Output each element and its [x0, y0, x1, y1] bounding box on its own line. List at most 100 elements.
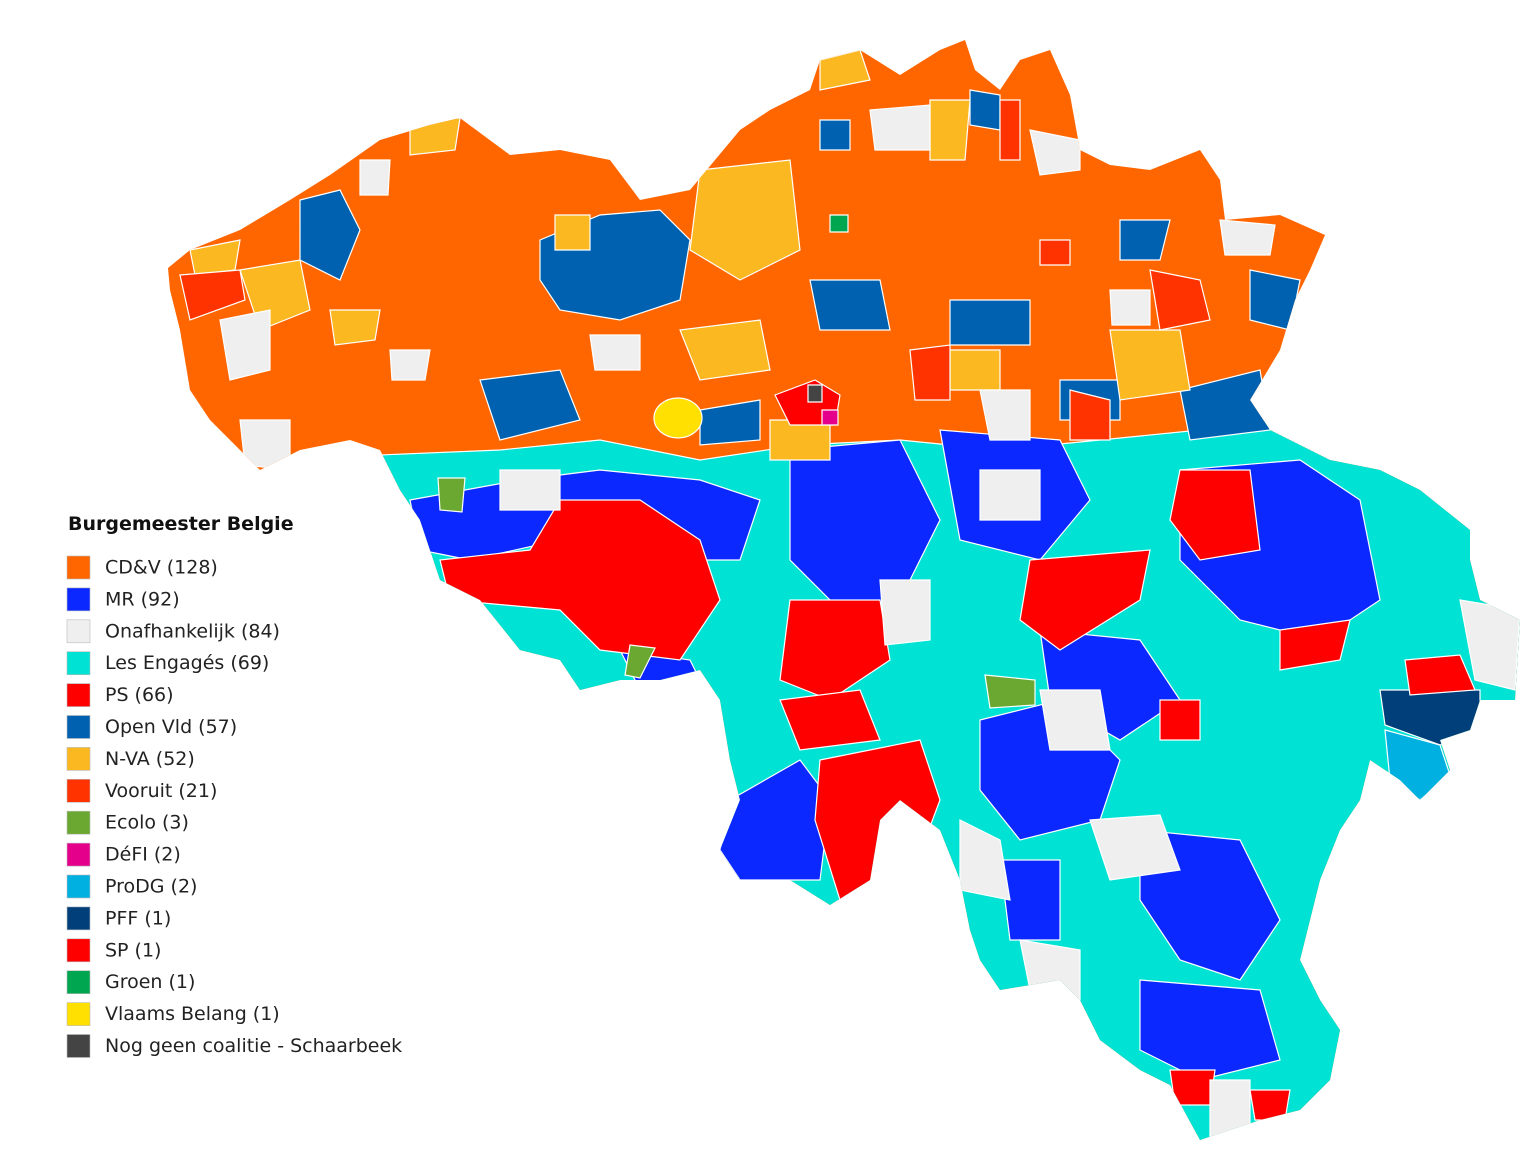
region [189, 239, 241, 276]
legend-label: CD&V (128) [105, 557, 218, 579]
region [219, 309, 271, 381]
region [689, 159, 801, 281]
region [554, 214, 591, 251]
region [1209, 1079, 1251, 1140]
region [999, 99, 1021, 161]
region [1109, 329, 1191, 401]
legend-swatch [66, 810, 91, 835]
region [499, 469, 561, 511]
region [807, 384, 823, 403]
legend-swatch [66, 555, 91, 580]
region [359, 159, 391, 196]
region [389, 349, 431, 381]
legend-swatch [66, 1034, 91, 1058]
region [819, 49, 871, 91]
region [1249, 269, 1301, 331]
region [479, 369, 581, 441]
region [1119, 219, 1171, 261]
region [949, 349, 1001, 391]
legend-swatch [66, 619, 91, 644]
region [1039, 239, 1071, 266]
legend-swatch [66, 874, 91, 899]
legend-label: Les Engagés (69) [105, 652, 269, 674]
region [979, 469, 1041, 521]
legend-swatch [66, 938, 91, 963]
region [959, 819, 1011, 901]
legend-swatch [66, 1002, 91, 1026]
region [1159, 699, 1201, 741]
legend-swatch [66, 842, 91, 867]
legend-label: Onafhankelijk (84) [105, 620, 280, 642]
region [869, 104, 931, 151]
region [909, 344, 951, 401]
region [1219, 219, 1276, 256]
legend-swatch [66, 715, 91, 739]
legend-label: PS (66) [105, 684, 174, 706]
legend-swatch [66, 651, 91, 676]
legend-label: SP (1) [105, 939, 161, 961]
legend-title: Burgemeester Belgie [68, 513, 294, 535]
legend-swatch [66, 970, 91, 995]
region [979, 389, 1031, 441]
legend-label: DéFI (2) [105, 844, 181, 866]
legend-swatch [66, 683, 91, 707]
region [589, 334, 641, 371]
region [814, 739, 941, 901]
region [1089, 814, 1181, 881]
region [1019, 939, 1081, 1001]
legend-swatch [66, 906, 91, 931]
legend-label: Open Vld (57) [105, 716, 237, 738]
region [999, 859, 1061, 941]
region [679, 319, 771, 381]
legend-label: Vooruit (21) [105, 780, 217, 802]
legend-swatch [66, 778, 91, 803]
legend-label: Vlaams Belang (1) [105, 1003, 280, 1025]
region [779, 599, 891, 701]
region [949, 299, 1031, 346]
region [1169, 469, 1261, 561]
region [1279, 619, 1351, 671]
region [821, 409, 839, 426]
region [1139, 979, 1281, 1081]
region [1404, 654, 1476, 696]
legend-label: Groen (1) [105, 971, 195, 993]
region [1169, 1069, 1216, 1106]
region [829, 214, 849, 233]
region [1149, 269, 1211, 331]
legend-label: Ecolo (3) [105, 812, 189, 834]
region [879, 579, 931, 646]
legend-label: MR (92) [105, 588, 180, 610]
region [779, 689, 881, 751]
region [769, 419, 831, 461]
legend-swatch [66, 587, 91, 612]
region [969, 89, 1001, 131]
region [699, 399, 761, 446]
region [653, 397, 703, 439]
region [1109, 289, 1151, 326]
legend: Burgemeester Belgie CD&V (128) MR (92) Ona… [66, 513, 402, 1058]
legend-label: PFF (1) [105, 907, 171, 929]
region [239, 419, 291, 471]
region [439, 499, 721, 661]
legend-label: Nog geen coalitie - Schaarbeek [105, 1035, 402, 1057]
region [1029, 129, 1081, 176]
region [299, 189, 361, 281]
region [329, 309, 381, 346]
region [1179, 369, 1271, 441]
region [179, 269, 246, 321]
region [809, 279, 891, 331]
region [819, 119, 851, 151]
region [1019, 549, 1151, 651]
legend-label: ProDG (2) [105, 876, 197, 898]
region [1249, 1089, 1291, 1121]
region [409, 117, 461, 156]
legend-label: N-VA (52) [105, 748, 195, 770]
region [929, 99, 971, 161]
region [1384, 729, 1451, 801]
region [984, 674, 1036, 709]
region [719, 759, 831, 881]
legend-swatch [66, 747, 91, 771]
